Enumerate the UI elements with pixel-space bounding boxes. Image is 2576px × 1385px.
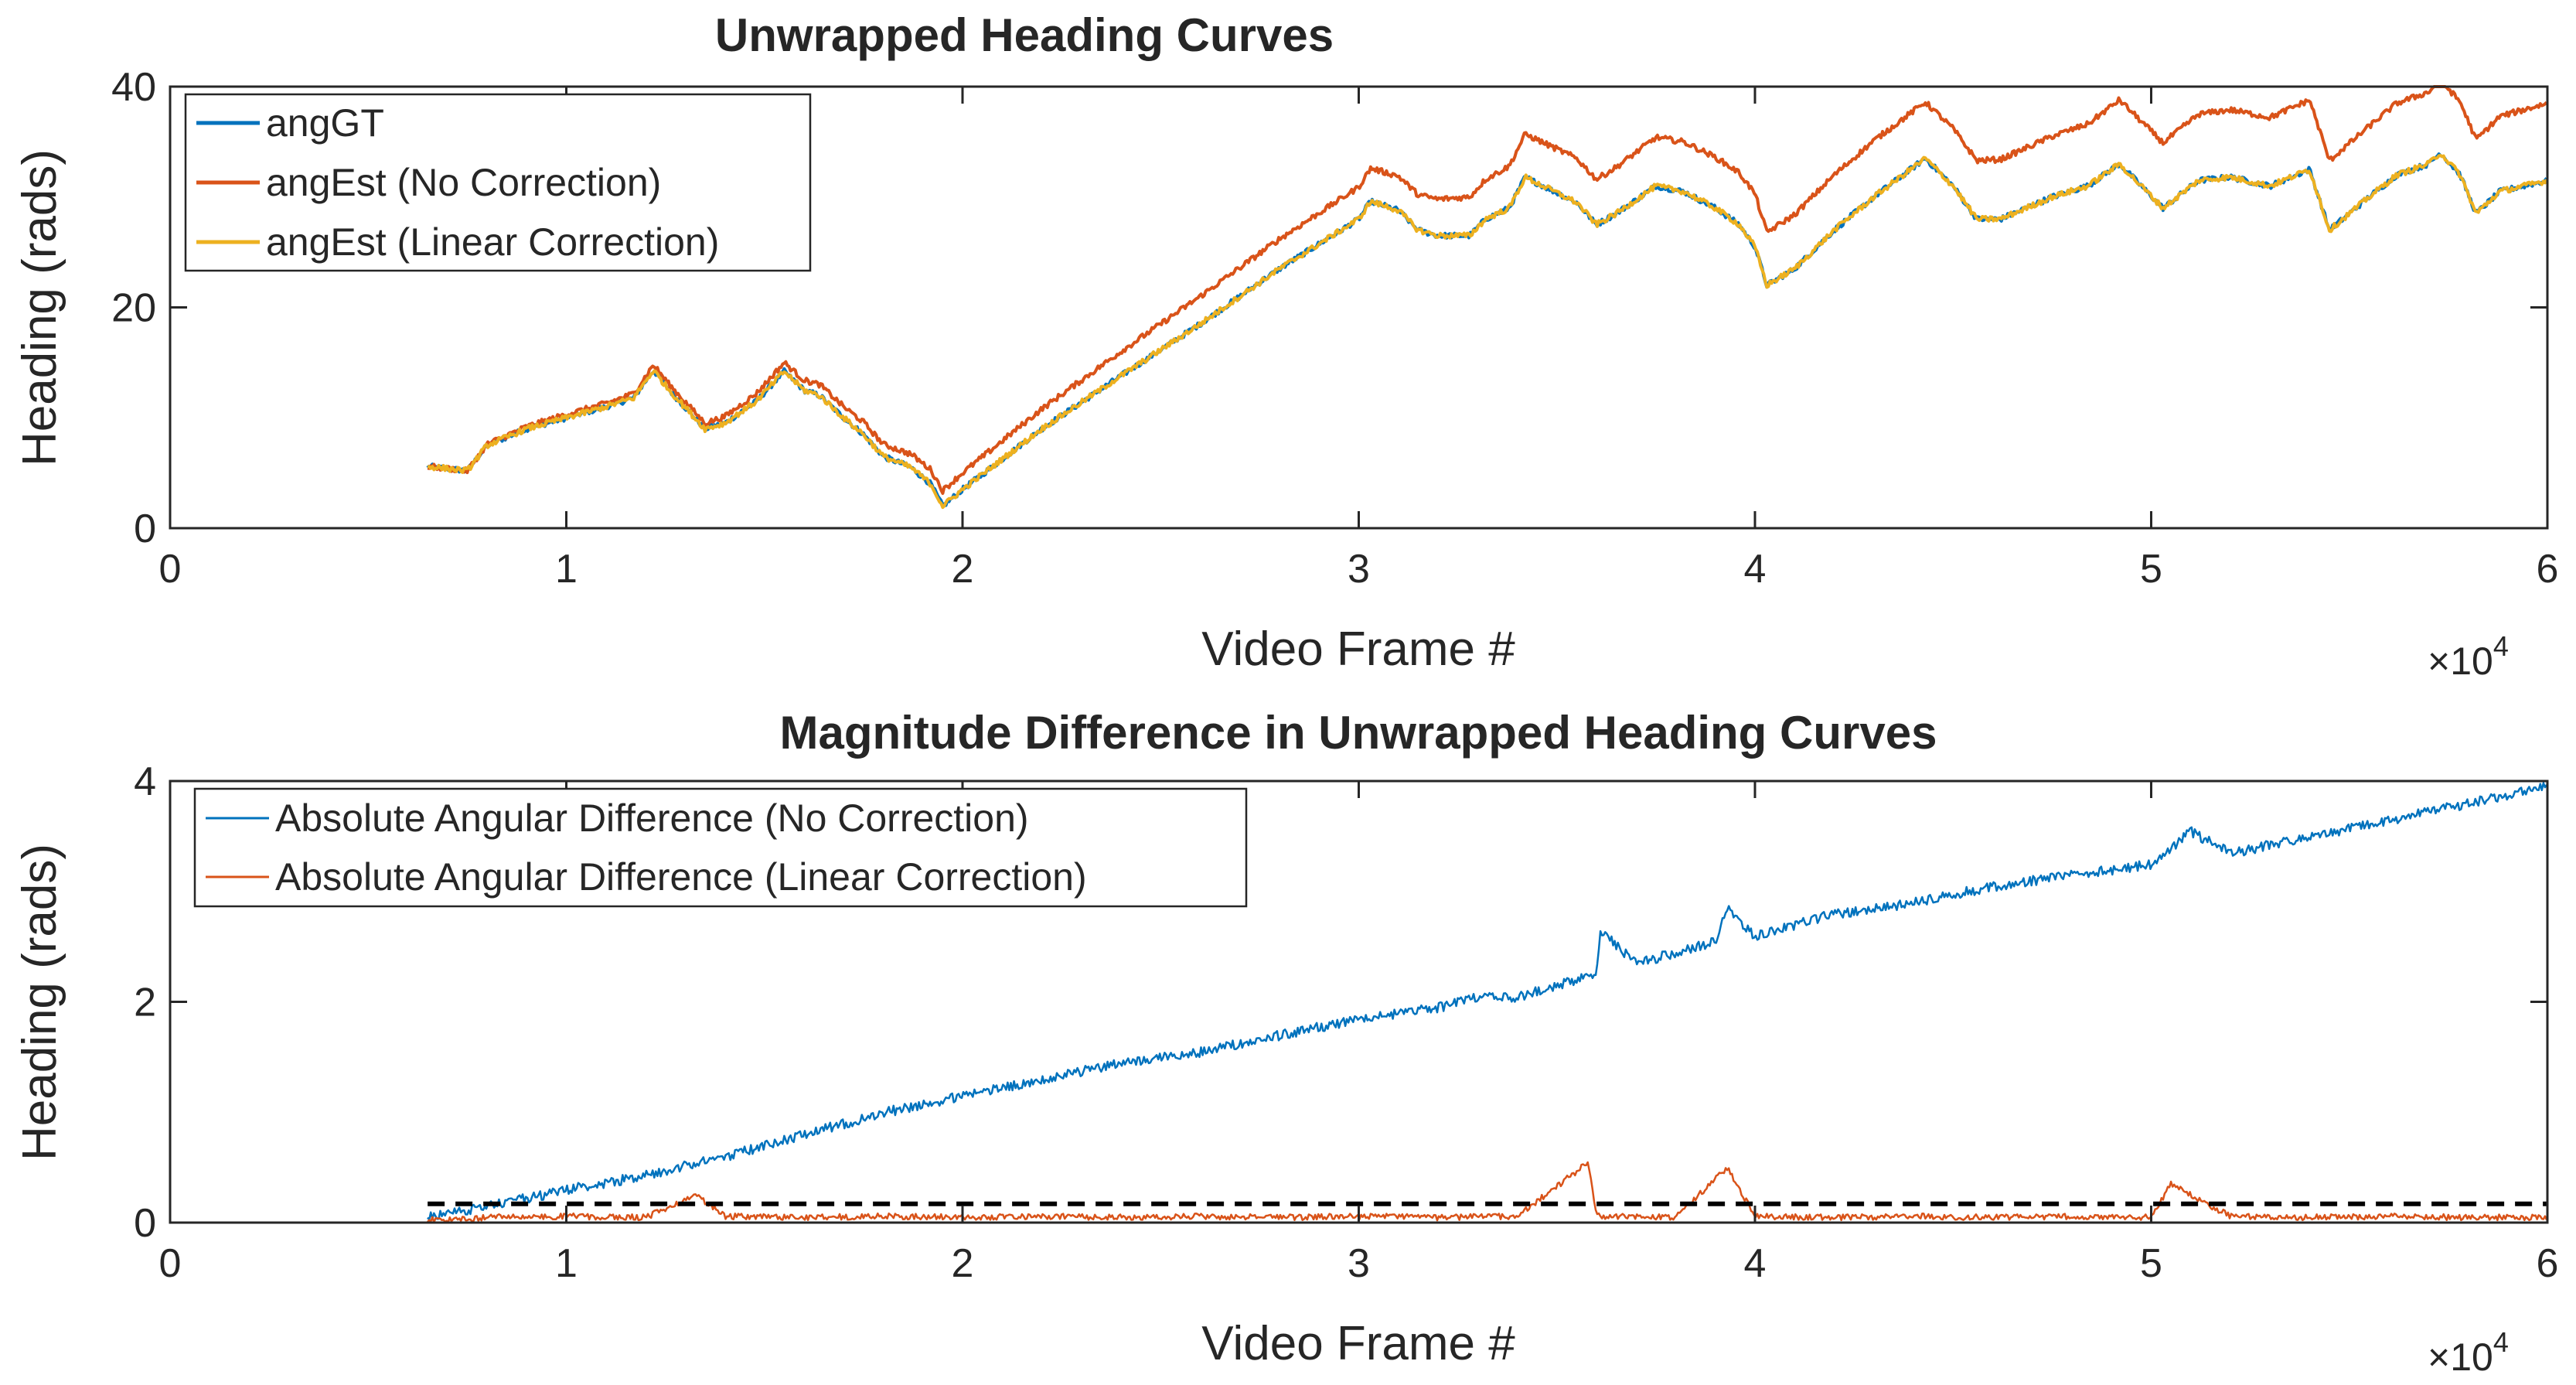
- legend-label-angGT: angGT: [266, 101, 384, 145]
- x-axis-label: Video Frame #: [1201, 1317, 1515, 1370]
- y-tick-label: 20: [111, 286, 156, 331]
- legend-label-angEst-linear-correction: angEst (Linear Correction): [266, 220, 719, 264]
- x-exponent-power: 4: [2493, 630, 2509, 662]
- series-layer: [427, 782, 2548, 1224]
- y-tick-label: 40: [111, 65, 156, 110]
- x-exponent: ×104: [2428, 630, 2509, 683]
- x-tick-label: 6: [2537, 547, 2559, 592]
- x-tick-label: 2: [952, 1241, 974, 1286]
- series-abs-diff-linear-correction: [427, 1161, 2548, 1224]
- chart-title: Unwrapped Heading Curves: [715, 9, 1334, 61]
- legend-label-abs-diff-linear-correction: Absolute Angular Difference (Linear Corr…: [275, 855, 1087, 899]
- x-exponent-power: 4: [2493, 1326, 2509, 1358]
- x-tick-label: 4: [1744, 1241, 1767, 1286]
- x-tick-label: 3: [1348, 547, 1370, 592]
- x-tick-label: 5: [2140, 1241, 2162, 1286]
- x-exponent-base: ×10: [2428, 640, 2493, 683]
- legend: angGT angEst (No Correction) angEst (Lin…: [184, 93, 812, 272]
- x-tick-label: 4: [1744, 547, 1767, 592]
- legend-label-abs-diff-no-correction: Absolute Angular Difference (No Correcti…: [275, 797, 1029, 840]
- x-exponent: ×104: [2428, 1326, 2509, 1379]
- x-tick-label: 1: [555, 1241, 578, 1286]
- x-tick-label: 0: [159, 1241, 182, 1286]
- x-tick-label: 2: [952, 547, 974, 592]
- x-tick-label: 1: [555, 547, 578, 592]
- y-axis-label: Heading (rads): [13, 844, 66, 1161]
- x-tick-label: 5: [2140, 547, 2162, 592]
- series-angEst-no-correction: [427, 85, 2548, 495]
- chart-unwrapped-heading: Unwrapped Heading Curves 0 1 2 3 4 5 6 0 20 40 V…: [13, 9, 2558, 683]
- x-ticks: 0 1 2 3 4 5 6: [159, 87, 2559, 592]
- series-abs-diff-no-correction: [427, 782, 2548, 1221]
- y-axis-label: Heading (rads): [13, 149, 66, 466]
- x-tick-label: 0: [159, 547, 182, 592]
- y-ticks: 0 20 40: [111, 65, 2547, 551]
- y-ticks: 0 2 4: [134, 759, 2547, 1246]
- series-angEst-linear-correction: [427, 154, 2548, 510]
- chart-magnitude-difference: Magnitude Difference in Unwrapped Headin…: [13, 707, 2558, 1379]
- x-tick-label: 3: [1348, 1241, 1370, 1286]
- chart-title: Magnitude Difference in Unwrapped Headin…: [780, 707, 1937, 759]
- y-tick-label: 2: [134, 981, 156, 1025]
- y-tick-label: 0: [134, 1201, 156, 1246]
- y-tick-label: 0: [134, 507, 156, 551]
- x-tick-label: 6: [2537, 1241, 2559, 1286]
- y-tick-label: 4: [134, 759, 156, 804]
- x-axis-label: Video Frame #: [1201, 623, 1515, 676]
- legend-label-angEst-no-correction: angEst (No Correction): [266, 161, 661, 204]
- x-exponent-base: ×10: [2428, 1336, 2493, 1379]
- series-layer: [426, 85, 2548, 510]
- legend-box: [193, 787, 1248, 908]
- legend: Absolute Angular Difference (No Correcti…: [193, 787, 1248, 908]
- legend-box: [184, 93, 812, 272]
